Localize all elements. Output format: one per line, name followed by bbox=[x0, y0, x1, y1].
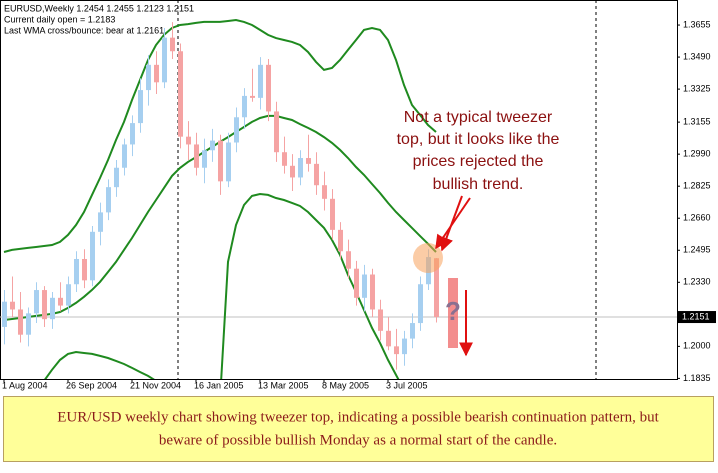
y-tick-label: 1.2825 bbox=[683, 181, 711, 191]
candle-body bbox=[362, 274, 367, 298]
candle-body bbox=[114, 167, 119, 188]
candle-body bbox=[194, 144, 199, 168]
candle-body bbox=[234, 117, 239, 143]
band-line bbox=[3, 18, 437, 253]
annotation-line: prices rejected the bbox=[413, 153, 544, 170]
candle-body bbox=[18, 309, 23, 335]
annotation-line: bullish trend. bbox=[433, 176, 524, 193]
candle-body bbox=[290, 165, 295, 178]
candle-body bbox=[314, 163, 319, 186]
y-tick-label: 1.2495 bbox=[683, 245, 711, 255]
y-tick-label: 1.2330 bbox=[683, 277, 711, 287]
caption-line: beware of possible bullish Monday as a n… bbox=[159, 432, 557, 448]
annotation-line: top, but it looks like the bbox=[397, 131, 560, 148]
candle-body bbox=[242, 95, 247, 118]
y-tick-label: 1.3655 bbox=[683, 19, 711, 29]
candle-body bbox=[218, 140, 223, 182]
caption-line: EUR/USD weekly chart showing tweezer top… bbox=[57, 409, 659, 425]
candle-body bbox=[186, 136, 191, 145]
candle-body bbox=[130, 123, 135, 145]
candle-body bbox=[250, 95, 255, 98]
candle-body bbox=[202, 150, 207, 168]
candle-body bbox=[298, 158, 303, 178]
candle-body bbox=[42, 290, 47, 320]
candle-body bbox=[258, 64, 263, 98]
candle-body bbox=[146, 64, 151, 91]
current-price-box bbox=[678, 311, 716, 324]
candle-body bbox=[338, 229, 343, 252]
info-line: Current daily open = 1.2183 bbox=[4, 14, 115, 24]
x-tick-label: 26 Sep 2004 bbox=[66, 380, 117, 390]
candle-body bbox=[322, 185, 327, 199]
caption-box bbox=[3, 396, 714, 462]
x-tick-label: 8 May 2005 bbox=[322, 380, 369, 390]
candle-body bbox=[306, 158, 311, 164]
x-tick-label: 21 Nov 2004 bbox=[130, 380, 181, 390]
candle-body bbox=[346, 251, 351, 269]
candle-body bbox=[98, 212, 103, 232]
y-tick-label: 1.3325 bbox=[683, 83, 711, 93]
candle-body bbox=[394, 346, 399, 355]
candle-body bbox=[274, 111, 279, 153]
candle-body bbox=[82, 258, 87, 281]
candle-body bbox=[378, 309, 383, 331]
candle-body bbox=[178, 51, 183, 137]
candle-body bbox=[330, 198, 335, 230]
candle-body bbox=[266, 64, 271, 112]
candle-body bbox=[66, 284, 71, 306]
x-tick-label: 16 Jan 2005 bbox=[194, 380, 244, 390]
candle-body bbox=[74, 258, 79, 285]
plot-frame bbox=[0, 0, 678, 380]
candle-body bbox=[90, 231, 95, 281]
y-tick-label: 1.2000 bbox=[683, 341, 711, 351]
candle-body bbox=[2, 301, 7, 327]
y-tick-label: 1.2660 bbox=[683, 213, 711, 223]
candle-body bbox=[122, 144, 127, 168]
y-tick-label: 1.1835 bbox=[683, 373, 711, 383]
candle-body bbox=[26, 313, 31, 335]
info-line: EURUSD,Weekly 1.2454 1.2455 1.2123 1.215… bbox=[4, 3, 194, 13]
question-mark: ? bbox=[445, 296, 461, 326]
candle-body bbox=[154, 64, 159, 83]
plot-area bbox=[0, 18, 677, 379]
info-block: EURUSD,Weekly 1.2454 1.2455 1.2123 1.215… bbox=[4, 3, 194, 35]
candle-body bbox=[170, 37, 175, 52]
candle-body bbox=[370, 274, 375, 310]
candle-body bbox=[106, 187, 111, 213]
candle-body bbox=[58, 297, 63, 306]
info-line: Last WMA cross/bounce: bear at 1.2161 bbox=[4, 25, 164, 35]
y-tick-label: 1.3155 bbox=[683, 116, 711, 126]
candle-body bbox=[34, 290, 39, 314]
candle-body bbox=[282, 152, 287, 166]
candle-body bbox=[434, 258, 439, 318]
x-tick-label: 1 Aug 2004 bbox=[2, 380, 48, 390]
current-price-label: 1.2151 bbox=[682, 311, 710, 321]
x-tick-label: 3 Jul 2005 bbox=[386, 380, 428, 390]
candle-body bbox=[210, 140, 215, 151]
candle-body bbox=[10, 301, 15, 310]
candle-body bbox=[162, 37, 167, 83]
candle-body bbox=[402, 338, 407, 355]
candle-body bbox=[418, 284, 423, 324]
candle-body bbox=[138, 90, 143, 124]
y-tick-label: 1.2990 bbox=[683, 149, 711, 159]
candle-body bbox=[410, 323, 415, 339]
y-tick-label: 1.3490 bbox=[683, 51, 711, 61]
projection-bar bbox=[448, 278, 458, 348]
highlight-circle bbox=[413, 243, 443, 273]
arrow bbox=[435, 197, 471, 250]
annotation-line: Not a typical tweezer bbox=[404, 109, 553, 126]
candle-body bbox=[226, 142, 231, 182]
x-tick-label: 13 Mar 2005 bbox=[258, 380, 309, 390]
candle-body bbox=[50, 297, 55, 320]
candle-body bbox=[386, 330, 391, 347]
candle-body bbox=[354, 268, 359, 298]
